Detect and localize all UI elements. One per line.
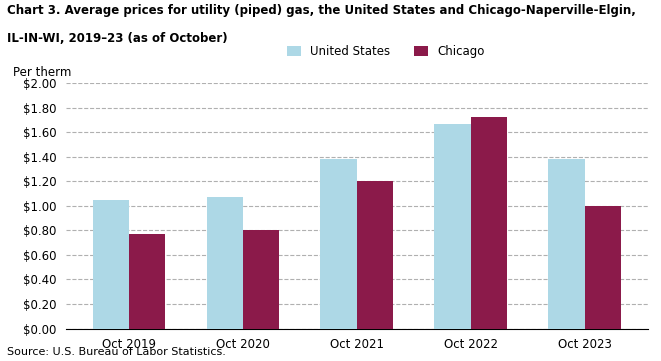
Legend: United States, Chicago: United States, Chicago xyxy=(287,45,485,58)
Text: Chart 3. Average prices for utility (piped) gas, the United States and Chicago-N: Chart 3. Average prices for utility (pip… xyxy=(7,4,635,17)
Bar xyxy=(585,206,621,329)
Bar xyxy=(206,197,243,329)
Bar xyxy=(471,117,508,329)
Bar xyxy=(434,123,471,329)
Bar xyxy=(357,181,393,329)
Bar xyxy=(93,200,129,329)
Bar xyxy=(243,230,280,329)
Text: Per therm: Per therm xyxy=(13,66,71,79)
Bar xyxy=(549,159,585,329)
Text: Source: U.S. Bureau of Labor Statistics.: Source: U.S. Bureau of Labor Statistics. xyxy=(7,347,225,357)
Text: IL-IN-WI, 2019–23 (as of October): IL-IN-WI, 2019–23 (as of October) xyxy=(7,32,227,45)
Bar xyxy=(321,159,357,329)
Bar xyxy=(129,234,165,329)
